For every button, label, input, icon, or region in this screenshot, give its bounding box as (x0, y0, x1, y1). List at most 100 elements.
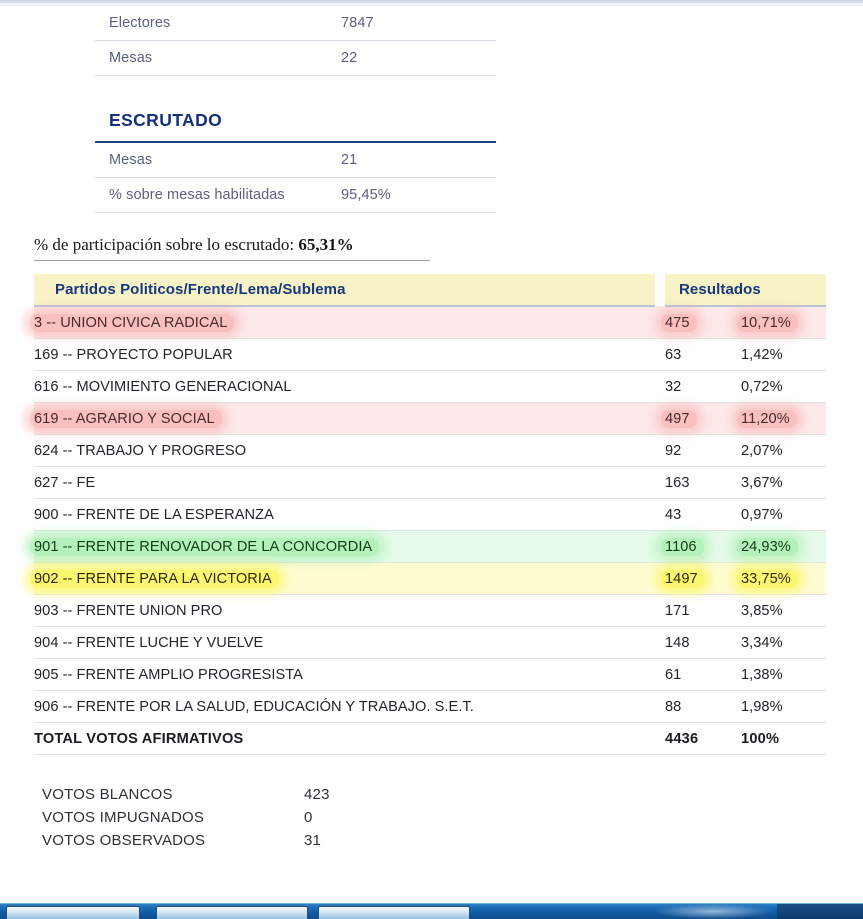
total-votes: 4436 (665, 722, 741, 755)
results-header-row: Partidos Politicos/Frente/Lema/Sublema R… (34, 274, 826, 307)
taskbar-glow (653, 904, 773, 919)
votes-cell: 148 (665, 626, 741, 659)
results-table-wrapper: Partidos Politicos/Frente/Lema/Sublema R… (30, 274, 826, 755)
column-gap (655, 594, 665, 627)
percent-cell: 3,67% (741, 466, 826, 499)
highlight-green: 1106 (661, 537, 704, 556)
list-item: VOTOS BLANCOS 423 (42, 783, 424, 806)
percent-cell: 1,38% (741, 658, 826, 691)
mesas-habilitadas-value: 22 (327, 40, 496, 76)
table-row: 3 -- UNION CIVICA RADICAL 475 10,71% (30, 306, 826, 339)
party-name-cell: 627 -- FE (34, 466, 655, 499)
taskbar-system-tray[interactable] (777, 904, 863, 919)
table-row: 903 -- FRENTE UNION PRO 171 3,85% (34, 594, 826, 627)
highlight-yellow: 902 -- FRENTE PARA LA VICTORIA (30, 569, 279, 588)
taskbar-button-3[interactable] (318, 906, 470, 919)
party-name-cell: 901 -- FRENTE RENOVADOR DE LA CONCORDIA (30, 530, 655, 563)
votes-cell: 43 (665, 498, 741, 531)
table-row: 624 -- TRABAJO Y PROGRESO 92 2,07% (34, 434, 826, 467)
column-gap (655, 658, 665, 691)
percent-cell: 3,85% (741, 594, 826, 627)
results-table-body: 3 -- UNION CIVICA RADICAL 475 10,71% 169 --… (30, 306, 826, 755)
header-resultados-pct (741, 274, 826, 307)
party-name-cell: 906 -- FRENTE POR LA SALUD, EDUCACIÓN Y … (34, 690, 655, 723)
other-vote-value: 0 (304, 809, 313, 826)
party-name-cell: 3 -- UNION CIVICA RADICAL (30, 306, 655, 339)
escrutado-heading: ESCRUTADO (109, 110, 223, 130)
escrutado-table: Mesas 21 % sobre mesas habilitadas 95,45… (95, 141, 496, 213)
highlight-green: 24,93% (737, 537, 798, 556)
column-gap (655, 626, 665, 659)
column-gap (655, 722, 665, 755)
party-name-cell: 902 -- FRENTE PARA LA VICTORIA (30, 562, 655, 595)
votes-cell: 88 (665, 690, 741, 723)
column-gap (655, 466, 665, 499)
percent-cell: 0,72% (741, 370, 826, 403)
highlight-red: 475 (661, 313, 697, 332)
column-gap (655, 690, 665, 723)
mesas-escrutadas-label: Mesas (95, 142, 327, 178)
table-row: 901 -- FRENTE RENOVADOR DE LA CONCORDIA 1… (30, 530, 826, 563)
table-row: 616 -- MOVIMIENTO GENERACIONAL 32 0,72% (34, 370, 826, 403)
list-item: VOTOS IMPUGNADOS 0 (42, 806, 424, 829)
table-row: Electores 7847 (95, 6, 496, 41)
list-item: VOTOS OBSERVADOS 31 (42, 829, 424, 852)
table-row: 902 -- FRENTE PARA LA VICTORIA 1497 33,75% (30, 562, 826, 595)
mesas-escrutadas-value: 21 (327, 142, 496, 178)
electores-value: 7847 (327, 6, 496, 41)
participation-value: 65,31% (298, 235, 354, 254)
percent-cell: 33,75% (737, 562, 826, 595)
other-votes-table: VOTOS BLANCOS 423 VOTOS IMPUGNADOS 0 VOTOS O… (42, 783, 424, 852)
percent-cell: 11,20% (737, 402, 826, 435)
percent-cell: 1,42% (741, 338, 826, 371)
habilitados-table: Electores 7847 Mesas 22 (95, 6, 496, 76)
table-row: % sobre mesas habilitadas 95,45% (95, 177, 496, 213)
mesas-habilitadas-label: Mesas (95, 40, 327, 76)
windows-taskbar[interactable] (0, 903, 863, 919)
highlight-red: 619 -- AGRARIO Y SOCIAL (30, 409, 222, 428)
percent-cell: 3,34% (741, 626, 826, 659)
highlight-green: 901 -- FRENTE RENOVADOR DE LA CONCORDIA (30, 537, 380, 556)
highlight-red: 10,71% (737, 313, 798, 332)
votes-cell: 92 (665, 434, 741, 467)
party-name-cell: 169 -- PROYECTO POPULAR (34, 338, 655, 371)
participation-label: % de participación sobre lo escrutado: (34, 235, 295, 254)
other-vote-label: VOTOS OBSERVADOS (42, 832, 206, 849)
party-name-cell: 616 -- MOVIMIENTO GENERACIONAL (34, 370, 655, 403)
percent-cell: 10,71% (737, 306, 826, 339)
votes-cell: 61 (665, 658, 741, 691)
column-gap (655, 370, 665, 403)
other-vote-value: 423 (304, 786, 330, 803)
column-gap (655, 498, 665, 531)
votes-cell: 63 (665, 338, 741, 371)
column-gap (655, 306, 665, 339)
other-vote-label: VOTOS BLANCOS (42, 786, 173, 803)
total-row: TOTAL VOTOS AFIRMATIVOS 4436 100% (34, 722, 826, 755)
taskbar-button-2[interactable] (156, 906, 308, 919)
header-parties: Partidos Politicos/Frente/Lema/Sublema (34, 274, 655, 307)
table-row: 900 -- FRENTE DE LA ESPERANZA 43 0,97% (34, 498, 826, 531)
results-table: Partidos Politicos/Frente/Lema/Sublema R… (30, 274, 826, 755)
table-row: 619 -- AGRARIO Y SOCIAL 497 11,20% (30, 402, 826, 435)
table-row: 904 -- FRENTE LUCHE Y VUELVE 148 3,34% (34, 626, 826, 659)
votes-cell: 1106 (661, 530, 741, 563)
electores-label: Electores (95, 6, 327, 41)
total-percent: 100% (741, 722, 826, 755)
table-row: Mesas 21 (95, 142, 496, 178)
taskbar-button-1[interactable] (6, 906, 140, 919)
party-name-cell: 903 -- FRENTE UNION PRO (34, 594, 655, 627)
header-resultados: Resultados (665, 274, 761, 307)
table-row: 169 -- PROYECTO POPULAR 63 1,42% (34, 338, 826, 371)
total-label: TOTAL VOTOS AFIRMATIVOS (34, 722, 655, 755)
votes-cell: 163 (665, 466, 741, 499)
participation-line: % de participación sobre lo escrutado: 6… (34, 235, 430, 261)
column-gap (655, 562, 665, 595)
table-row: 905 -- FRENTE AMPLIO PROGRESISTA 61 1,38% (34, 658, 826, 691)
percent-cell: 0,97% (741, 498, 826, 531)
highlight-red: 3 -- UNION CIVICA RADICAL (30, 313, 235, 332)
window-top-chrome (0, 0, 863, 6)
other-vote-value: 31 (304, 832, 322, 849)
column-gap (655, 402, 665, 435)
party-name-cell: 904 -- FRENTE LUCHE Y VUELVE (34, 626, 655, 659)
highlight-red: 11,20% (737, 409, 797, 428)
